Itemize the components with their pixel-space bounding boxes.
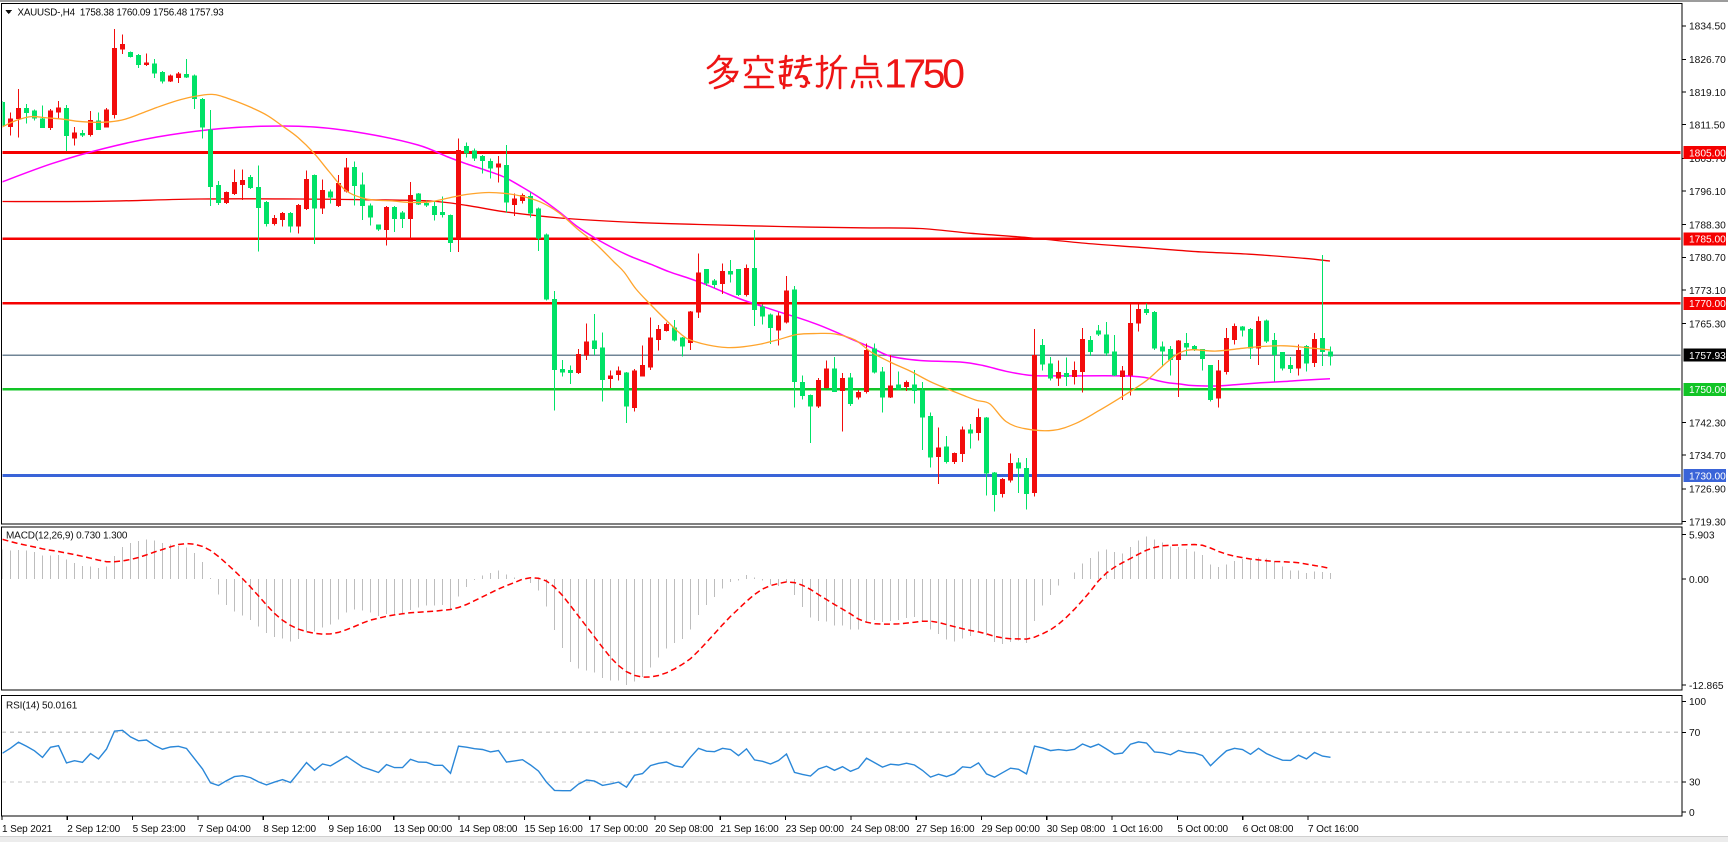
svg-text:1780.70: 1780.70: [1689, 253, 1726, 264]
svg-text:7 Oct 16:00: 7 Oct 16:00: [1308, 824, 1359, 835]
svg-text:30 Sep 08:00: 30 Sep 08:00: [1047, 824, 1106, 835]
svg-text:1734.70: 1734.70: [1689, 451, 1726, 462]
svg-text:-12.865: -12.865: [1689, 681, 1724, 692]
svg-text:RSI(14) 50.0161: RSI(14) 50.0161: [6, 701, 78, 712]
svg-text:6 Oct 08:00: 6 Oct 08:00: [1243, 824, 1294, 835]
svg-text:5.903: 5.903: [1689, 530, 1715, 541]
svg-text:24 Sep 08:00: 24 Sep 08:00: [851, 824, 910, 835]
svg-text:70: 70: [1689, 728, 1701, 739]
svg-text:1834.50: 1834.50: [1689, 22, 1726, 33]
svg-text:2 Sep 12:00: 2 Sep 12:00: [67, 824, 120, 835]
svg-text:13 Sep 00:00: 13 Sep 00:00: [394, 824, 453, 835]
svg-text:5 Sep 23:00: 5 Sep 23:00: [133, 824, 186, 835]
svg-text:0: 0: [1689, 808, 1695, 819]
svg-text:1819.10: 1819.10: [1689, 88, 1726, 99]
svg-text:1826.70: 1826.70: [1689, 55, 1726, 66]
svg-text:1750.00: 1750.00: [1689, 385, 1726, 396]
svg-text:1796.10: 1796.10: [1689, 187, 1726, 198]
svg-text:5 Oct 00:00: 5 Oct 00:00: [1177, 824, 1228, 835]
svg-text:9 Sep 16:00: 9 Sep 16:00: [329, 824, 382, 835]
svg-text:17 Sep 00:00: 17 Sep 00:00: [590, 824, 649, 835]
svg-text:8 Sep 12:00: 8 Sep 12:00: [263, 824, 316, 835]
svg-text:15 Sep 16:00: 15 Sep 16:00: [524, 824, 583, 835]
svg-text:1750: 1750: [884, 51, 965, 97]
svg-text:1757.93: 1757.93: [1689, 351, 1726, 362]
svg-text:1785.00: 1785.00: [1689, 235, 1726, 246]
svg-text:1811.50: 1811.50: [1689, 121, 1725, 132]
svg-text:1726.90: 1726.90: [1689, 485, 1726, 496]
svg-text:1805.00: 1805.00: [1689, 149, 1726, 160]
svg-text:14 Sep 08:00: 14 Sep 08:00: [459, 824, 518, 835]
svg-text:23 Sep 00:00: 23 Sep 00:00: [786, 824, 845, 835]
svg-text:1765.30: 1765.30: [1689, 319, 1726, 330]
svg-text:29 Sep 00:00: 29 Sep 00:00: [982, 824, 1041, 835]
svg-text:27 Sep 16:00: 27 Sep 16:00: [916, 824, 975, 835]
svg-text:1 Oct 16:00: 1 Oct 16:00: [1112, 824, 1163, 835]
svg-text:MACD(12,26,9) 0.730 1.300: MACD(12,26,9) 0.730 1.300: [6, 531, 128, 542]
svg-text:20 Sep 08:00: 20 Sep 08:00: [655, 824, 714, 835]
svg-text:100: 100: [1689, 697, 1706, 708]
svg-text:1742.30: 1742.30: [1689, 418, 1726, 429]
svg-text:30: 30: [1689, 778, 1701, 789]
svg-text:1788.30: 1788.30: [1689, 220, 1726, 231]
svg-text:XAUUSD-,H4 1758.38 1760.09 17: XAUUSD-,H4 1758.38 1760.09 1756.48 1757.…: [18, 7, 225, 18]
svg-text:0.00: 0.00: [1689, 575, 1709, 586]
svg-text:1773.10: 1773.10: [1689, 286, 1726, 297]
svg-text:1730.00: 1730.00: [1689, 471, 1726, 482]
svg-text:21 Sep 16:00: 21 Sep 16:00: [720, 824, 779, 835]
svg-text:1803.70: 1803.70: [1689, 154, 1726, 165]
svg-text:7 Sep 04:00: 7 Sep 04:00: [198, 824, 251, 835]
svg-text:1 Sep 2021: 1 Sep 2021: [2, 824, 53, 835]
svg-text:1719.30: 1719.30: [1689, 517, 1726, 528]
svg-text:1770.00: 1770.00: [1689, 299, 1726, 310]
